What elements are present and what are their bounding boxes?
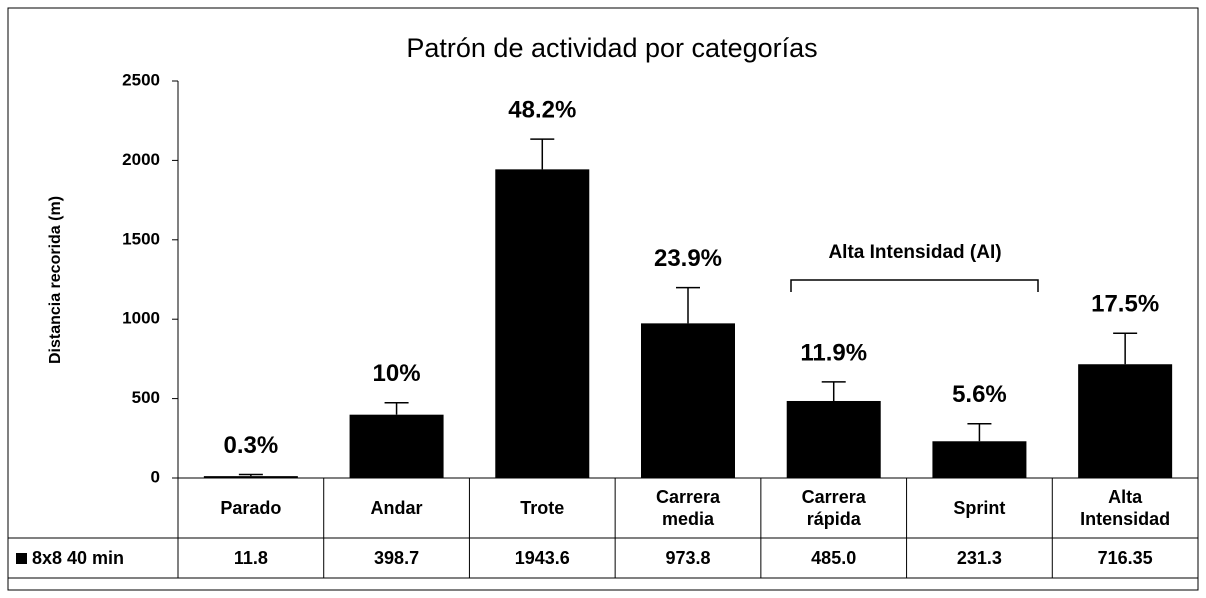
y-tick-label: 2000 [122, 150, 160, 169]
bracket-label: Alta Intensidad (AI) [828, 242, 1001, 263]
bar [932, 441, 1027, 478]
percent-label: 48.2% [508, 97, 576, 124]
bar [203, 476, 298, 478]
table-value: 485.0 [811, 548, 857, 568]
bar [495, 169, 590, 478]
category-label: Alta Intensidad [1080, 487, 1171, 529]
legend-swatch [16, 552, 27, 564]
bar [349, 414, 444, 478]
y-tick-label: 1000 [122, 309, 160, 328]
percent-label: 17.5% [1091, 291, 1159, 318]
category-label: Sprint [953, 498, 1006, 518]
y-tick-label: 1500 [122, 229, 160, 248]
y-tick-label: 0 [151, 467, 160, 486]
legend-label: 8x8 40 min [32, 548, 125, 568]
y-axis-label: Distancia recorida (m) [47, 196, 64, 364]
percent-label: 5.6% [952, 381, 1007, 408]
bar [641, 323, 735, 478]
bar [1078, 364, 1173, 478]
frame [7, 7, 1199, 591]
bar [786, 400, 881, 478]
y-tick-label: 500 [132, 388, 160, 407]
percent-label: 10% [373, 360, 421, 387]
error-bar [676, 286, 700, 324]
error-bar [1113, 332, 1138, 365]
category-label: Carrera media [655, 487, 721, 529]
percent-label: 23.9% [654, 245, 722, 272]
error-bar [530, 138, 555, 170]
bracket [790, 279, 1039, 292]
category-label: Trote [520, 498, 565, 518]
percent-label: 11.9% [800, 339, 867, 366]
y-tick-label: 2500 [122, 70, 160, 89]
category-label: Parado [220, 498, 282, 518]
error-bar [238, 473, 263, 477]
chart-title: Patrón de actividad por categorías [406, 33, 817, 63]
table-value: 398.7 [374, 548, 420, 568]
table-value: 973.8 [665, 548, 711, 568]
category-label: Andar [370, 498, 423, 518]
table-value: 231.3 [956, 548, 1002, 568]
percent-label: 0.3% [224, 432, 279, 459]
legend-entry: 8x8 40 min [10, 538, 178, 578]
error-bar [821, 381, 846, 401]
error-bar [384, 402, 409, 415]
error-bar [967, 423, 992, 442]
table-value: 1943.6 [514, 548, 570, 568]
category-label: Carrera rápida [801, 487, 866, 529]
table-value: 716.35 [1097, 548, 1153, 568]
table-value: 11.8 [233, 548, 268, 568]
